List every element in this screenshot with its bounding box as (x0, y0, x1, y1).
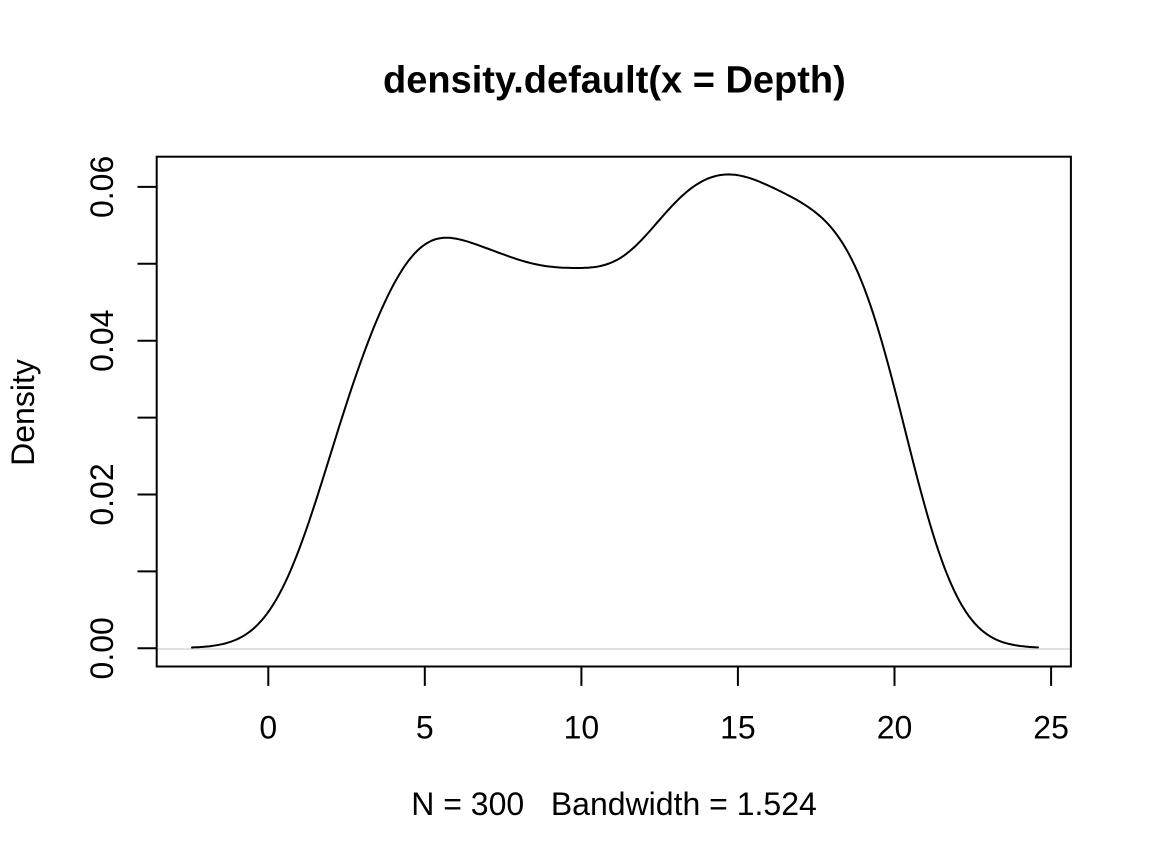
svg-text:0.04: 0.04 (84, 310, 120, 372)
svg-text:0: 0 (259, 710, 277, 746)
svg-text:0.06: 0.06 (84, 156, 120, 218)
svg-text:5: 5 (416, 710, 434, 746)
svg-text:10: 10 (564, 710, 600, 746)
svg-text:0.02: 0.02 (84, 463, 120, 525)
svg-text:N = 300 Bandwidth = 1.524: N = 300 Bandwidth = 1.524 (411, 786, 817, 822)
svg-text:15: 15 (720, 710, 756, 746)
svg-text:20: 20 (877, 710, 913, 746)
svg-text:density.default(x = Depth): density.default(x = Depth) (383, 60, 846, 102)
svg-text:0.00: 0.00 (84, 617, 120, 679)
svg-text:25: 25 (1033, 710, 1069, 746)
svg-text:Density: Density (5, 359, 41, 466)
